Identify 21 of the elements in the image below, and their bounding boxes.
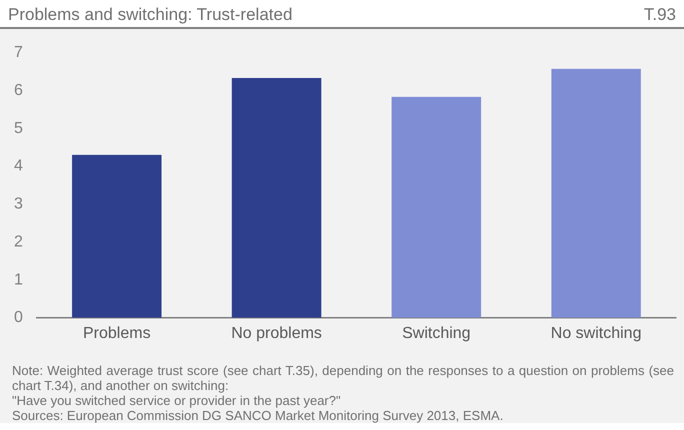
bar — [551, 68, 641, 318]
bar — [72, 154, 162, 318]
x-tick-label: Switching — [402, 324, 471, 342]
x-tick-label: No problems — [231, 324, 322, 342]
x-tick-label: No switching — [550, 324, 642, 342]
y-tick-label: 2 — [14, 233, 23, 250]
x-tick-label: Problems — [82, 324, 151, 342]
bar — [392, 96, 482, 318]
text: "Have you switched service or provider in the past year?" — [12, 393, 342, 408]
chart-subtitle: T.93 — [644, 5, 676, 25]
y-tick-label: 6 — [14, 82, 23, 99]
y-tick-label: 4 — [14, 158, 23, 175]
source-note: Sources: European Commission DG SANCO Market Monitoring Survey 2013, ESMA. — [12, 408, 504, 423]
y-tick-label: 5 — [14, 120, 23, 137]
chart-title: Problems and switching: Trust-related — [8, 5, 292, 25]
y-tick-label: 7 — [14, 44, 23, 62]
bar — [232, 78, 322, 318]
y-tick-label: 1 — [14, 271, 23, 288]
y-tick-label: 3 — [14, 196, 23, 213]
y-tick-label: 0 — [14, 309, 23, 326]
text: Note: Weighted average trust score (see chart T.35), depending on the responses to a question on problems (see chart T.34), and another on switching: — [12, 363, 674, 393]
